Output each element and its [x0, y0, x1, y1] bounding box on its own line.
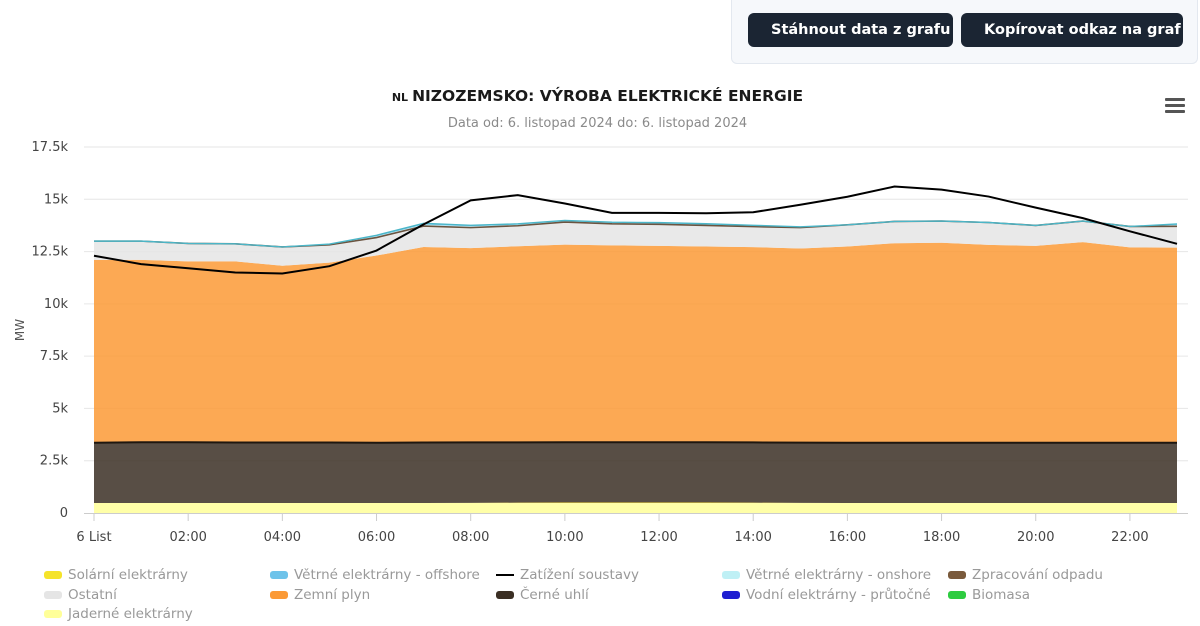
legend-swatch: [44, 610, 62, 618]
chart-plot: 0 2.5k 5k 7.5k 10k 12.5k 15k 17.5k MW 6 List 02:00…: [13, 140, 1188, 545]
area-series-jadern-elektr-rny[interactable]: [94, 502, 1177, 513]
legend-item[interactable]: Vodní elektrárny - průtočné: [722, 586, 931, 604]
chart-title: NL NIZOZEMSKO: VÝROBA ELEKTRICKÉ ENERGIE: [0, 87, 1195, 105]
legend-swatch: [722, 591, 740, 599]
x-tick-label: 02:00: [169, 530, 206, 545]
legend-swatch: [44, 571, 62, 579]
legend-item[interactable]: Biomasa: [948, 586, 1030, 604]
legend-item[interactable]: Černé uhlí: [496, 586, 589, 604]
legend-item[interactable]: Jaderné elektrárny: [44, 605, 193, 623]
legend-label: Zatížení soustavy: [520, 567, 639, 583]
legend-swatch: [722, 571, 740, 579]
x-tick-label: 08:00: [452, 530, 489, 545]
copy-link-label: Kopírovat odkaz na graf: [984, 22, 1181, 38]
legend-label: Zemní plyn: [294, 587, 371, 603]
x-tick-label: 18:00: [923, 530, 960, 545]
hamburger-menu-icon[interactable]: [1165, 98, 1185, 114]
x-tick-label: 04:00: [264, 530, 301, 545]
download-data-label: Stáhnout data z grafu: [771, 22, 951, 38]
legend-label: Černé uhlí: [520, 587, 589, 603]
legend-label: Jaderné elektrárny: [68, 606, 193, 622]
copy-link-button[interactable]: Kopírovat odkaz na graf: [961, 13, 1183, 47]
y-axis-label: MW: [13, 319, 27, 341]
y-tick-label: 12.5k: [32, 245, 69, 260]
country-code: NL: [391, 91, 409, 104]
legend-swatch: [948, 571, 966, 579]
x-tick-label: 16:00: [829, 530, 866, 545]
coal-outline: [93, 441, 1177, 444]
legend-swatch: [270, 591, 288, 599]
legend-swatch: [496, 574, 514, 576]
legend-swatch: [496, 591, 514, 599]
legend-label: Větrné elektrárny - offshore: [294, 567, 480, 583]
wind-outline: [94, 219, 1178, 248]
chart-title-text: NIZOZEMSKO: VÝROBA ELEKTRICKÉ ENERGIE: [412, 87, 804, 105]
download-data-button[interactable]: Stáhnout data z grafu: [748, 13, 953, 47]
y-tick-label: 0: [60, 506, 68, 521]
y-tick-label: 17.5k: [32, 140, 69, 155]
area-series-zemn-plyn[interactable]: [94, 242, 1177, 443]
y-tick-label: 10k: [44, 297, 69, 312]
y-tick-label: 15k: [44, 192, 69, 207]
legend-label: Ostatní: [68, 587, 117, 603]
legend-label: Biomasa: [972, 587, 1031, 603]
legend-item[interactable]: Větrné elektrárny - onshore: [722, 566, 931, 584]
legend-item[interactable]: Větrné elektrárny - offshore: [270, 566, 480, 584]
area-series-sol-rn-elektr-rny[interactable]: [94, 502, 1177, 503]
area-series--ern-uhl-[interactable]: [94, 442, 1177, 503]
legend-item[interactable]: Ostatní: [44, 586, 117, 604]
x-tick-label: 10:00: [546, 530, 583, 545]
x-tick-label: 22:00: [1111, 530, 1148, 545]
x-tick-label: 20:00: [1017, 530, 1054, 545]
legend-label: Větrné elektrárny - onshore: [746, 567, 932, 583]
legend-item[interactable]: Solární elektrárny: [44, 566, 188, 584]
y-tick-label: 7.5k: [40, 349, 69, 364]
chart-subtitle: Data od: 6. listopad 2024 do: 6. listopa…: [447, 116, 748, 131]
y-tick-label: 5k: [52, 401, 68, 416]
legend-swatch: [270, 571, 288, 579]
x-tick-label: 14:00: [734, 530, 771, 545]
legend-label: Zpracování odpadu: [972, 567, 1103, 583]
y-tick-label: 2.5k: [40, 454, 69, 469]
x-tick-label: 12:00: [640, 530, 677, 545]
legend-swatch: [44, 591, 62, 599]
x-tick-label: 6 List: [76, 530, 111, 545]
chart-legend: Solární elektrárny Větrné elektrárny - of…: [0, 566, 1200, 626]
legend-item[interactable]: Zpracování odpadu: [948, 566, 1103, 584]
x-tick-label: 06:00: [358, 530, 395, 545]
chart-toolbar: Stáhnout data z grafu Kopírovat odkaz na…: [731, 0, 1198, 64]
legend-item[interactable]: Zatížení soustavy: [496, 566, 639, 584]
legend-swatch: [948, 591, 966, 599]
legend-label: Solární elektrárny: [68, 567, 188, 583]
load-line[interactable]: [93, 185, 1178, 275]
legend-item[interactable]: Zemní plyn: [270, 586, 370, 604]
legend-label: Vodní elektrárny - průtočné: [746, 587, 931, 603]
